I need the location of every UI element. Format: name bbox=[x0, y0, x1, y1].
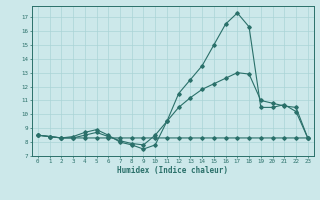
X-axis label: Humidex (Indice chaleur): Humidex (Indice chaleur) bbox=[117, 166, 228, 175]
